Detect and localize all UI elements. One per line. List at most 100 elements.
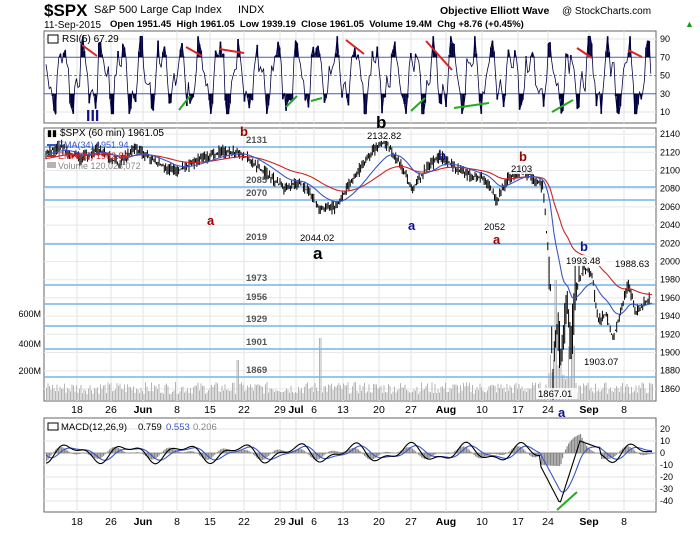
volume-bar [247, 386, 248, 400]
volume-bar [67, 388, 68, 400]
macd-histogram-bar [643, 453, 644, 455]
x-tick-label-lower: 24 [542, 516, 554, 528]
volume-bar [306, 384, 307, 400]
x-tick-label-lower: 6 [311, 516, 317, 528]
volume-bar [72, 385, 73, 400]
volume-bar [465, 386, 466, 400]
rsi-overbought-fill [452, 43, 454, 57]
volume-bar [280, 392, 281, 400]
volume-bar [258, 384, 259, 400]
macd-histogram-bar [388, 452, 389, 453]
volume-bar [483, 390, 484, 400]
volume-bar [340, 385, 341, 400]
volume-bar [346, 386, 347, 400]
macd-histogram-bar [571, 440, 572, 453]
volume-bar [276, 390, 277, 400]
volume-bar [648, 393, 649, 400]
volume-bar [214, 385, 215, 400]
macd-histogram-bar [342, 452, 343, 453]
volume-bar [375, 384, 376, 400]
price-tick-label: 2000 [660, 257, 680, 267]
x-tick-label-upper: 29 [274, 404, 286, 416]
macd-histogram-bar [498, 453, 499, 455]
volume-bar [105, 385, 106, 400]
volume-bar [183, 387, 184, 400]
volume-bar [591, 388, 592, 400]
macd-histogram-bar [277, 450, 278, 453]
macd-histogram-bar [648, 453, 649, 454]
volume-bar [519, 384, 520, 400]
volume-bar [649, 383, 650, 400]
volume-bar [456, 384, 457, 400]
volume-bar [366, 393, 367, 400]
volume-bar [81, 385, 82, 400]
volume-bar [135, 393, 136, 400]
support-label: 1956 [246, 292, 267, 303]
volume-bar [241, 382, 242, 400]
volume-bar [58, 391, 59, 400]
volume-bar [210, 388, 211, 400]
volume-bar [631, 387, 632, 400]
volume-bar [477, 387, 478, 400]
volume-bar [535, 383, 536, 400]
macd-histogram-bar [270, 453, 271, 454]
rsi-oversold-fill [288, 94, 290, 100]
volume-bar [141, 388, 142, 400]
volume-bar [138, 389, 139, 400]
volume-bar [522, 387, 523, 400]
macd-histogram-bar [337, 452, 338, 453]
volume-bar [220, 392, 221, 400]
volume-bar [463, 383, 464, 400]
volume-bar [274, 392, 275, 400]
macd-histogram-bar [492, 453, 493, 454]
macd-histogram-bar [415, 451, 416, 453]
x-tick-label-upper: 8 [174, 404, 180, 416]
macd-histogram-bar [142, 453, 143, 454]
macd-histogram-bar [198, 453, 199, 454]
macd-histogram-bar [565, 449, 566, 453]
macd-histogram-bar [165, 449, 166, 453]
volume-bar [64, 384, 65, 400]
macd-histogram-bar [381, 453, 382, 454]
macd-histogram-bar [190, 451, 191, 453]
volume-bar [339, 383, 340, 400]
volume-bar [493, 385, 494, 400]
macd-histogram-bar [100, 453, 101, 458]
macd-tick-label: -10 [660, 460, 673, 470]
volume-bar [579, 385, 580, 400]
macd-histogram-bar [178, 451, 179, 453]
volume-bar [618, 388, 619, 400]
volume-bar [180, 391, 181, 400]
volume-bar [267, 382, 268, 400]
volume-bar [178, 394, 179, 400]
volume-bar [466, 382, 467, 400]
volume-bar [328, 385, 329, 400]
volume-bar [69, 389, 70, 400]
rsi-oversold-fill [250, 94, 252, 99]
volume-bar [378, 388, 379, 400]
support-label: 2070 [246, 188, 267, 199]
macd-histogram-bar [466, 448, 467, 453]
macd-histogram-bar [591, 450, 592, 453]
macd-histogram-bar [414, 450, 415, 453]
volume-bar [235, 394, 236, 400]
volume-bar [616, 386, 617, 400]
volume-bar [126, 392, 127, 400]
volume-bar [279, 391, 280, 400]
credit-link[interactable]: @ StockCharts.com [562, 6, 651, 17]
volume-bar [57, 385, 58, 400]
price-tick-label: 2040 [660, 220, 680, 230]
volume-bar [106, 393, 107, 400]
quote-line: Open 1951.45 High 1961.05 Low 1939.19 Cl… [110, 19, 524, 30]
macd-histogram-bar [558, 453, 559, 466]
macd-histogram-bar [529, 453, 530, 455]
price-tick-label: 2100 [660, 166, 680, 176]
volume-bar [625, 386, 626, 400]
x-tick-label-lower: Aug [436, 516, 456, 528]
macd-histogram-bar [490, 453, 491, 454]
volume-bar [556, 280, 557, 400]
volume-bar [637, 393, 638, 400]
macd-histogram-bar [433, 453, 434, 455]
volume-bar [580, 386, 581, 400]
